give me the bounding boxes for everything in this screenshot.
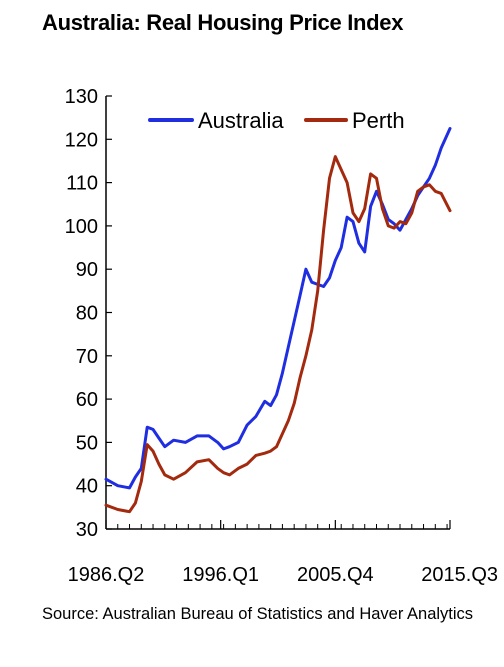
y-tick-label: 70 [76, 346, 98, 368]
x-tick-label: 1986.Q2 [68, 564, 145, 586]
series-line-perth [104, 155, 452, 514]
y-tick-label: 60 [76, 389, 98, 411]
y-tick-label: 90 [76, 259, 98, 281]
y-tick-label: 40 [76, 476, 98, 498]
line-chart: 30 40 50 60 70 80 90 100 110 120 130 1986.Q2 1996.Q1… [65, 86, 498, 586]
chart-axes: 30 40 50 60 70 80 90 100 110 120 130 1986.Q2 1996.Q1… [65, 86, 498, 586]
x-tick-label: 2015.Q3 [421, 564, 498, 586]
y-tick-label: 120 [65, 129, 98, 151]
y-tick-label: 110 [66, 173, 98, 195]
chart-title: Australia: Real Housing Price Index [42, 10, 404, 35]
legend-label-perth: Perth [352, 108, 405, 133]
x-tick-label: 2005.Q4 [297, 564, 374, 586]
x-tick-label: 1996.Q1 [182, 564, 259, 586]
y-tick-label: 30 [76, 519, 98, 541]
y-tick-label: 50 [76, 432, 98, 454]
y-tick-label: 130 [65, 86, 98, 108]
y-tick-label: 80 [76, 303, 98, 325]
legend-label-australia: Australia [198, 108, 284, 133]
source-note: Source: Australian Bureau of Statistics … [42, 605, 474, 623]
series-line-australia [104, 127, 452, 490]
chart-legend: Australia Perth [148, 108, 405, 133]
y-tick-label: 100 [65, 216, 98, 238]
series-layer [104, 127, 452, 514]
